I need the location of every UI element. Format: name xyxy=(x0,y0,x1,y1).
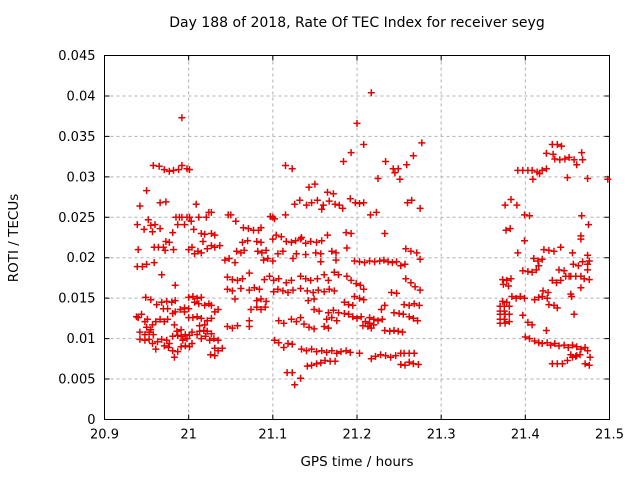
x-tick-label: 20.9 xyxy=(90,428,119,443)
y-tick-label: 0.04 xyxy=(67,89,96,104)
chart-title: Day 188 of 2018, Rate Of TEC Index for r… xyxy=(169,15,545,31)
gridlines xyxy=(104,55,610,420)
y-tick-label: 0 xyxy=(87,413,95,428)
y-tick-label: 0.01 xyxy=(67,332,96,347)
x-tick-label: 21.4 xyxy=(511,428,540,443)
x-axis-label: GPS time / hours xyxy=(300,454,414,470)
data-points xyxy=(133,89,612,389)
x-tick-label: 21.5 xyxy=(595,428,624,443)
x-tick-label: 21 xyxy=(180,428,197,443)
x-tick-label: 21.1 xyxy=(258,428,287,443)
y-tick-label: 0.035 xyxy=(58,130,95,145)
y-tick-label: 0.02 xyxy=(67,251,96,266)
y-tick-label: 0.015 xyxy=(58,292,95,307)
y-tick-label: 0.005 xyxy=(58,373,95,388)
plot-border xyxy=(104,55,610,420)
y-tick-label: 0.045 xyxy=(58,49,95,64)
y-tick-label: 0.025 xyxy=(58,211,95,226)
y-tick-label: 0.03 xyxy=(67,170,96,185)
x-tick-label: 21.2 xyxy=(343,428,372,443)
y-axis-label: ROTI / TECUs xyxy=(6,193,22,283)
x-tick-label: 21.3 xyxy=(427,428,456,443)
